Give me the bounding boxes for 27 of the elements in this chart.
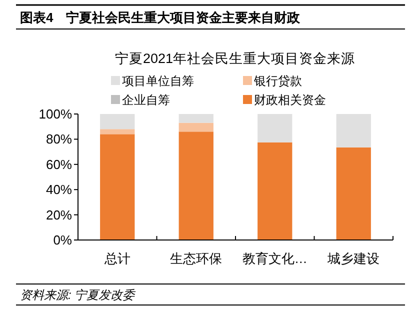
bar (336, 114, 371, 148)
legend-label: 财政相关资金 (254, 93, 326, 107)
bar (178, 114, 214, 123)
x-tick-label: 生态环保 (170, 251, 222, 266)
legend-label: 企业自筹 (122, 93, 170, 107)
chart-title: 图表4 宁夏社会民生重大项目资金主要来自财政 (20, 10, 302, 25)
bar (178, 122, 214, 132)
x-tick-label: 总计 (103, 251, 130, 266)
y-tick-label: 0% (53, 232, 72, 248)
chart-subtitle: 宁夏2021年社会民生重大项目资金来源 (114, 51, 356, 66)
bar (100, 129, 135, 134)
bar (336, 147, 371, 240)
y-tick-label: 80% (46, 132, 72, 147)
legend-label: 项目单位自筹 (122, 74, 194, 88)
y-tick-label: 60% (46, 156, 72, 172)
x-tick-label: 教育文化… (242, 251, 308, 266)
text: 资料来源: 宁夏发改委 (20, 288, 137, 302)
y-tick-label: 100% (38, 106, 72, 122)
y-tick-label: 40% (46, 182, 72, 198)
bar (178, 132, 214, 240)
bar (258, 142, 292, 240)
y-tick-label: 20% (46, 207, 72, 222)
bar (100, 134, 135, 240)
legend-label: 银行贷款 (253, 74, 302, 88)
bar (100, 114, 135, 130)
x-tick-label: 城乡建设 (326, 251, 380, 266)
bar (258, 114, 292, 142)
